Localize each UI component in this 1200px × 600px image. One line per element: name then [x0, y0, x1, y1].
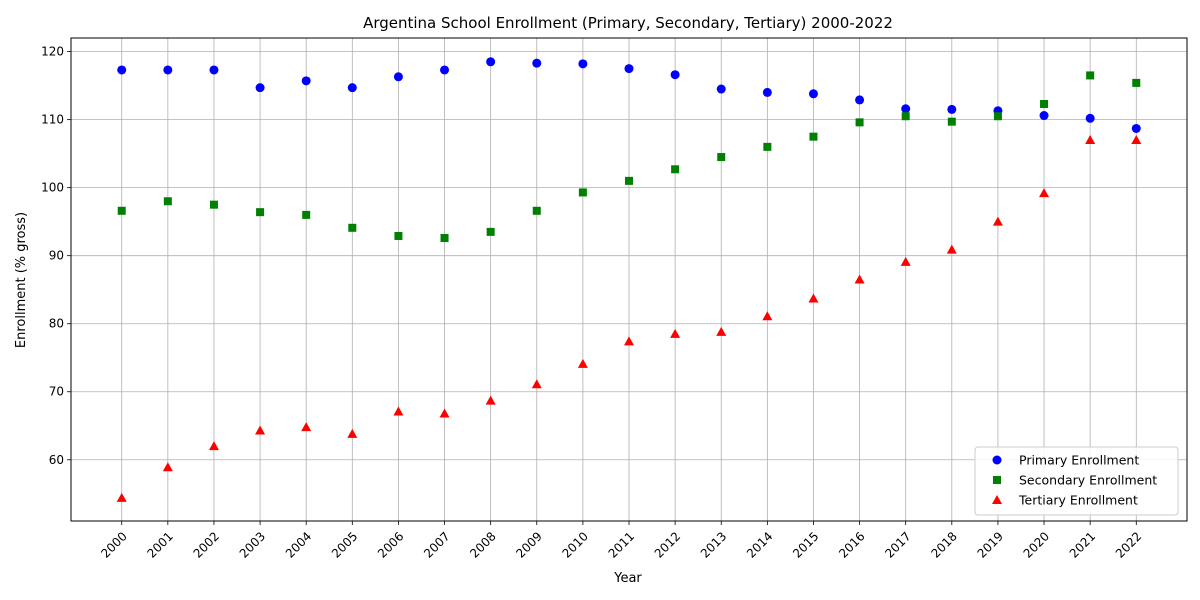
data-point: [486, 57, 496, 67]
data-point: [947, 117, 956, 126]
data-point: [163, 65, 173, 75]
data-point: [670, 70, 680, 80]
data-point: [1040, 99, 1049, 108]
legend-label: Tertiary Enrollment: [1018, 493, 1138, 508]
data-point: [532, 206, 541, 215]
series-square: [117, 71, 1141, 243]
data-point: [901, 104, 911, 114]
legend-box: [974, 446, 1179, 516]
data-point: [394, 231, 403, 240]
data-point: [347, 428, 358, 438]
data-point: [855, 118, 864, 127]
data-point: [901, 112, 910, 121]
data-point: [1086, 71, 1095, 80]
data-point: [947, 104, 957, 114]
y-axis-label: Enrollment (% gross): [14, 212, 29, 348]
data-point: [209, 200, 218, 209]
data-point: [301, 76, 311, 86]
data-point: [763, 142, 772, 151]
legend: Primary Enrollment Secondary Enrollment Te…: [974, 446, 1179, 516]
data-point: [900, 256, 911, 266]
data-point: [163, 197, 172, 206]
data-point: [347, 83, 357, 93]
y-tick-label: 90: [49, 249, 64, 263]
data-point: [1131, 135, 1142, 145]
y-tick-label: 120: [41, 45, 64, 59]
chart-title: Argentina School Enrollment (Primary, Se…: [363, 14, 893, 32]
data-point: [578, 188, 587, 197]
data-point: [624, 64, 634, 74]
data-point: [1085, 113, 1095, 123]
data-point: [208, 441, 219, 451]
data-point: [1039, 188, 1050, 198]
data-point: [716, 326, 727, 336]
data-point: [302, 210, 311, 219]
data-point: [440, 234, 449, 243]
data-point: [162, 462, 173, 472]
data-point: [255, 425, 266, 435]
data-point: [209, 65, 219, 75]
y-tick-label: 60: [49, 453, 64, 467]
data-point: [854, 274, 865, 284]
data-point: [624, 336, 634, 346]
data-point: [808, 89, 818, 99]
data-point: [439, 408, 450, 418]
y-tick-label: 80: [49, 317, 64, 331]
y-tick-label: 110: [41, 113, 64, 127]
data-point: [671, 165, 680, 174]
data-point: [117, 206, 126, 215]
data-point: [670, 328, 681, 338]
legend-marker: [992, 495, 1002, 504]
data-points: [116, 57, 1142, 502]
y-axis-ticks: 60 70 80 90 100 110 120: [41, 45, 71, 467]
legend-label: Secondary Enrollment: [1019, 473, 1157, 488]
data-point: [808, 293, 819, 303]
legend-label: Primary Enrollment: [1019, 453, 1139, 468]
data-point: [992, 216, 1003, 226]
data-point: [993, 112, 1002, 121]
data-point: [393, 72, 403, 82]
data-point: [762, 311, 773, 321]
data-point: [486, 227, 495, 236]
data-point: [717, 153, 726, 162]
data-point: [531, 379, 542, 389]
data-point: [117, 65, 127, 75]
x-axis-label: Year: [613, 571, 642, 586]
data-point: [625, 176, 633, 185]
data-point: [256, 208, 265, 217]
legend-marker: [993, 476, 1001, 484]
data-point: [1132, 78, 1141, 87]
series-triangle: [116, 135, 1142, 502]
data-point: [393, 406, 404, 416]
grid-lines: [71, 38, 1187, 521]
data-point: [1085, 135, 1096, 145]
data-point: [855, 95, 865, 105]
data-point: [716, 84, 726, 94]
y-tick-label: 70: [49, 385, 64, 399]
data-point: [1131, 123, 1141, 133]
data-point: [116, 492, 127, 502]
data-point: [578, 59, 588, 69]
y-tick-label: 100: [41, 181, 64, 195]
data-point: [1039, 111, 1049, 121]
data-point: [255, 83, 265, 93]
data-point: [809, 132, 818, 141]
legend-marker: [992, 455, 1002, 465]
data-point: [485, 395, 496, 405]
data-point: [440, 65, 450, 75]
data-point: [348, 223, 357, 232]
data-point: [301, 422, 312, 432]
data-point: [532, 58, 542, 68]
data-point: [577, 358, 588, 368]
data-point: [946, 244, 957, 254]
data-point: [762, 87, 772, 97]
